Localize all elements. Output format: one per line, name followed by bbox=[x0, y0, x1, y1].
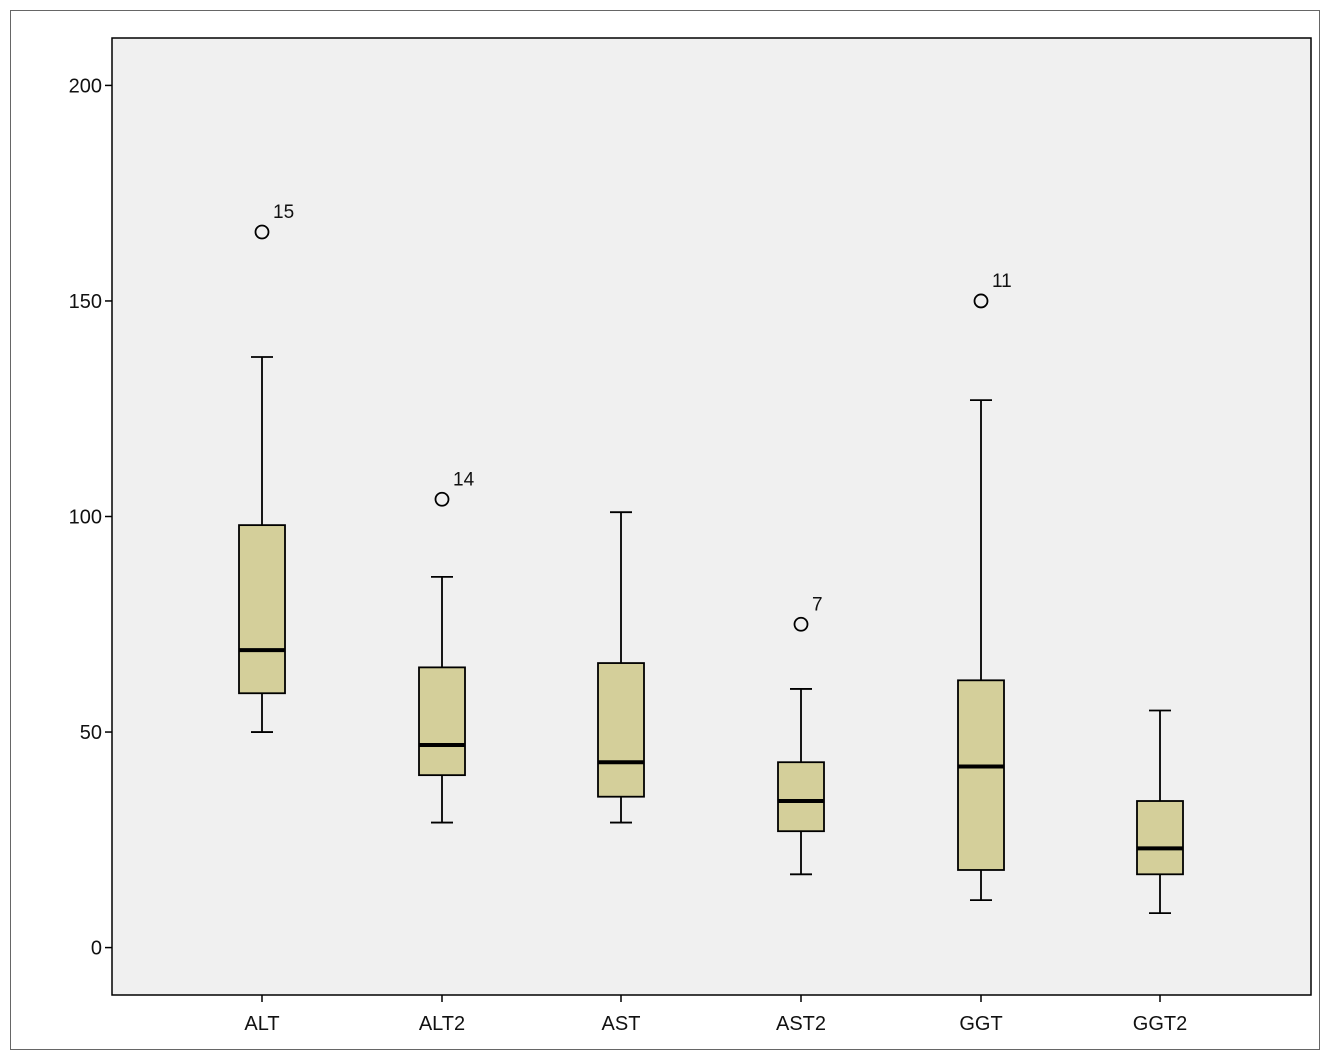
outlier-ast2 bbox=[793, 616, 809, 632]
outlier-label-ggt: 11 bbox=[992, 271, 1012, 292]
x-tick-label-ggt2: GGT2 bbox=[1133, 1013, 1187, 1035]
x-tick-label-ast: AST bbox=[602, 1013, 641, 1035]
outlier-label-alt: 15 bbox=[273, 202, 294, 223]
box-ggt bbox=[957, 679, 1005, 871]
box-ast bbox=[597, 662, 645, 798]
x-tick-label-alt: ALT bbox=[244, 1013, 279, 1035]
y-tick-label: 50 bbox=[80, 722, 102, 744]
x-tick-label-alt2: ALT2 bbox=[419, 1013, 465, 1035]
plot-area bbox=[111, 37, 1312, 996]
box-alt bbox=[238, 524, 286, 695]
outlier-label-alt2: 14 bbox=[453, 469, 475, 490]
outlier-alt2 bbox=[434, 491, 450, 507]
box-ggt2 bbox=[1136, 800, 1184, 876]
outlier-alt bbox=[254, 224, 270, 240]
x-tick-label-ggt: GGT bbox=[959, 1013, 1002, 1035]
outlier-ggt bbox=[973, 293, 989, 309]
x-tick-label-ast2: AST2 bbox=[776, 1013, 826, 1035]
outlier-label-ast2: 7 bbox=[812, 594, 823, 615]
box-alt2 bbox=[418, 666, 466, 777]
y-tick-label: 0 bbox=[91, 938, 102, 960]
box-ast2 bbox=[777, 761, 825, 833]
y-tick-label: 200 bbox=[69, 75, 102, 97]
y-tick-label: 150 bbox=[69, 291, 102, 313]
y-tick-label: 100 bbox=[69, 507, 102, 529]
figure-frame bbox=[10, 10, 1320, 1050]
